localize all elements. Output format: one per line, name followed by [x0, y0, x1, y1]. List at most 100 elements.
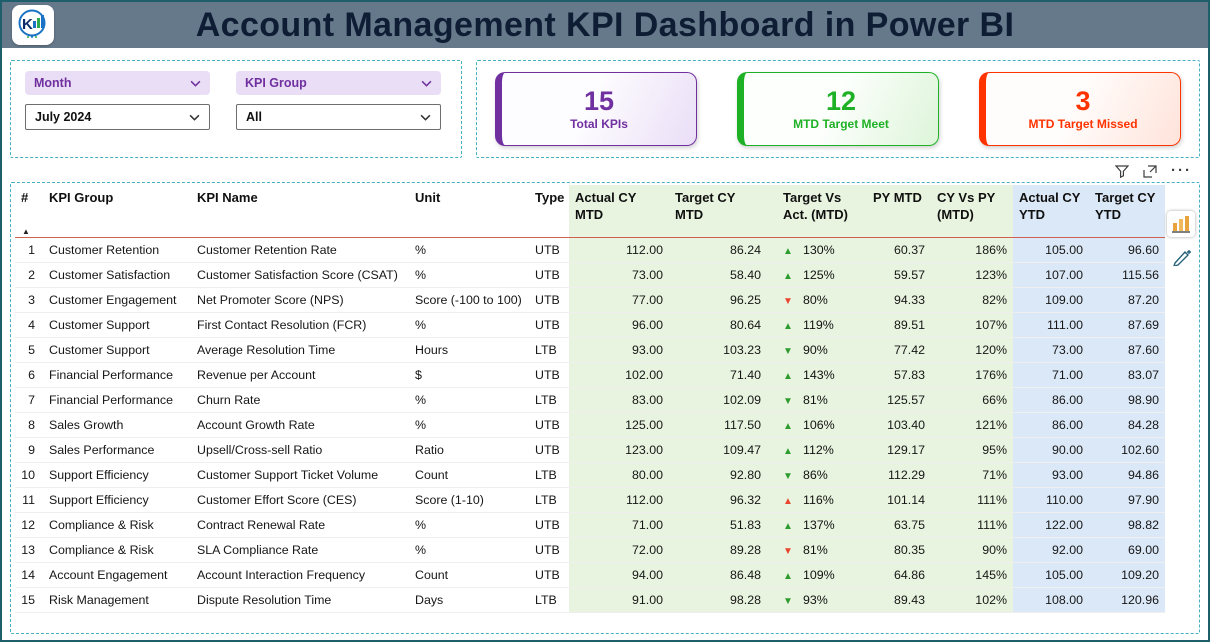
- card-total-kpis[interactable]: 15 Total KPIs: [495, 72, 697, 146]
- cell-target-vs-actual-mtd: ▼ 81%: [767, 387, 867, 413]
- table-row[interactable]: 9 Sales Performance Upsell/Cross-sell Rati…: [15, 437, 1165, 463]
- cell-actual-cy-mtd: 71.00: [569, 512, 669, 538]
- target-vs-actual-value: 90%: [803, 342, 828, 357]
- cell-actual-cy-ytd: 111.00: [1013, 312, 1089, 338]
- cell-target-cy-mtd: 80.64: [669, 312, 767, 338]
- cell-target-cy-ytd: 96.60: [1089, 237, 1165, 263]
- cell-unit: %: [409, 237, 529, 263]
- cell-target-cy-ytd: 109.20: [1089, 562, 1165, 588]
- table-row[interactable]: 3 Customer Engagement Net Promoter Score (…: [15, 287, 1165, 313]
- card-value: 12: [825, 86, 857, 117]
- table-row[interactable]: 12 Compliance & Risk Contract Renewal Rate…: [15, 512, 1165, 538]
- kpi-group-dropdown[interactable]: All: [236, 104, 441, 130]
- table-row[interactable]: 15 Risk Management Dispute Resolution Time…: [15, 587, 1165, 613]
- cell-kpi-group: Customer Support: [43, 312, 191, 338]
- cell-unit: %: [409, 312, 529, 338]
- cell-py-mtd: 59.57: [867, 262, 931, 288]
- cell-target-vs-actual-mtd: ▼ 90%: [767, 337, 867, 363]
- table-row[interactable]: 14 Account Engagement Account Interaction …: [15, 562, 1165, 588]
- cell-kpi-name: Account Interaction Frequency: [191, 562, 409, 588]
- cell-cy-vs-py-mtd: 102%: [931, 587, 1013, 613]
- table-row[interactable]: 10 Support Efficiency Customer Support Tic…: [15, 462, 1165, 488]
- cell-actual-cy-mtd: 123.00: [569, 437, 669, 463]
- filter-icon[interactable]: [1115, 164, 1129, 178]
- up-arrow-icon: ▲: [783, 570, 793, 582]
- cell-unit: %: [409, 412, 529, 438]
- cell-cy-vs-py-mtd: 90%: [931, 537, 1013, 563]
- cell-target-cy-mtd: 51.83: [669, 512, 767, 538]
- cell-kpi-name: Dispute Resolution Time: [191, 587, 409, 613]
- card-label: MTD Target Missed: [1028, 116, 1138, 131]
- column-header-target-cy-ytd[interactable]: Target CY YTD: [1089, 185, 1165, 238]
- more-options-icon[interactable]: ···: [1171, 162, 1192, 179]
- column-header-actual-cy-ytd[interactable]: Actual CY YTD: [1013, 185, 1089, 238]
- cell-type: LTB: [529, 587, 569, 613]
- pen-icon[interactable]: [1169, 245, 1195, 269]
- page-title: Account Management KPI Dashboard in Powe…: [195, 5, 1015, 44]
- cell-kpi-group: Sales Performance: [43, 437, 191, 463]
- table-row[interactable]: 8 Sales Growth Account Growth Rate% UTB 125.…: [15, 412, 1165, 438]
- cell-index: 15: [15, 587, 43, 613]
- column-header-kpi-name[interactable]: KPI Name: [191, 185, 409, 238]
- cell-cy-vs-py-mtd: 145%: [931, 562, 1013, 588]
- column-header-target-vs-actual-mtd[interactable]: Target Vs Act. (MTD): [767, 185, 867, 238]
- cell-cy-vs-py-mtd: 71%: [931, 462, 1013, 488]
- cell-unit: Ratio: [409, 437, 529, 463]
- cell-target-cy-ytd: 115.56: [1089, 262, 1165, 288]
- cell-index: 6: [15, 362, 43, 388]
- table-row[interactable]: 4 Customer Support First Contact Resolutio…: [15, 312, 1165, 338]
- target-vs-actual-value: 112%: [803, 442, 834, 457]
- sort-ascending-icon: ▲: [22, 226, 30, 236]
- cell-unit: $: [409, 362, 529, 388]
- cell-unit: Score (-100 to 100): [409, 287, 529, 313]
- column-header-py-mtd[interactable]: PY MTD: [867, 185, 931, 238]
- table-row[interactable]: 1 Customer Retention Customer Retention Ra…: [15, 237, 1165, 263]
- cell-actual-cy-mtd: 112.00: [569, 237, 669, 263]
- cell-actual-cy-mtd: 125.00: [569, 412, 669, 438]
- kpi-group-slicer-header[interactable]: KPI Group: [236, 71, 441, 95]
- cell-actual-cy-ytd: 73.00: [1013, 337, 1089, 363]
- column-header-index[interactable]: # ▲: [15, 185, 43, 238]
- up-arrow-icon: ▲: [783, 320, 793, 332]
- target-vs-actual-value: 109%: [803, 567, 835, 582]
- cell-type: UTB: [529, 237, 569, 263]
- cell-py-mtd: 57.83: [867, 362, 931, 388]
- cell-actual-cy-mtd: 73.00: [569, 262, 669, 288]
- column-header-target-cy-mtd[interactable]: Target CY MTD: [669, 185, 767, 238]
- column-header-unit[interactable]: Unit: [409, 185, 529, 238]
- table-row[interactable]: 11 Support Efficiency Customer Effort Scor…: [15, 487, 1165, 513]
- column-header-type[interactable]: Type: [529, 185, 569, 238]
- cell-target-cy-mtd: 86.48: [669, 562, 767, 588]
- target-vs-actual-value: 119%: [803, 317, 834, 332]
- card-mtd-target-meet[interactable]: 12 MTD Target Meet: [737, 72, 939, 146]
- cell-target-vs-actual-mtd: ▲ 106%: [767, 412, 867, 438]
- table-row[interactable]: 5 Customer Support Average Resolution Time…: [15, 337, 1165, 363]
- column-header-actual-cy-mtd[interactable]: Actual CY MTD: [569, 185, 669, 238]
- chevron-down-icon: [189, 114, 200, 121]
- column-header-cy-vs-py-mtd[interactable]: CY Vs PY (MTD): [931, 185, 1013, 238]
- table-row[interactable]: 7 Financial Performance Churn Rate% LTB 83.0…: [15, 387, 1165, 413]
- table-row[interactable]: 2 Customer Satisfaction Customer Satisfact…: [15, 262, 1165, 288]
- column-header-kpi-group[interactable]: KPI Group: [43, 185, 191, 238]
- cell-actual-cy-mtd: 102.00: [569, 362, 669, 388]
- cell-kpi-name: Customer Satisfaction Score (CSAT): [191, 262, 409, 288]
- cell-type: UTB: [529, 287, 569, 313]
- cell-actual-cy-ytd: 109.00: [1013, 287, 1089, 313]
- cell-target-cy-ytd: 98.90: [1089, 387, 1165, 413]
- down-arrow-icon: ▼: [783, 545, 793, 557]
- cell-kpi-name: Customer Effort Score (CES): [191, 487, 409, 513]
- down-arrow-icon: ▼: [783, 345, 793, 357]
- cell-index: 9: [15, 437, 43, 463]
- down-arrow-icon: ▼: [783, 395, 793, 407]
- chart-visual-icon[interactable]: [1167, 211, 1195, 237]
- cell-index: 14: [15, 562, 43, 588]
- card-mtd-target-missed[interactable]: 3 MTD Target Missed: [979, 72, 1181, 146]
- table-row[interactable]: 13 Compliance & Risk SLA Compliance Rate% U…: [15, 537, 1165, 563]
- focus-mode-icon[interactable]: [1143, 164, 1157, 178]
- month-dropdown[interactable]: July 2024: [25, 104, 210, 130]
- target-vs-actual-value: 80%: [803, 292, 828, 307]
- month-slicer-header[interactable]: Month: [25, 71, 210, 95]
- cell-target-cy-ytd: 97.90: [1089, 487, 1165, 513]
- down-arrow-icon: ▼: [783, 470, 793, 482]
- table-row[interactable]: 6 Financial Performance Revenue per Accoun…: [15, 362, 1165, 388]
